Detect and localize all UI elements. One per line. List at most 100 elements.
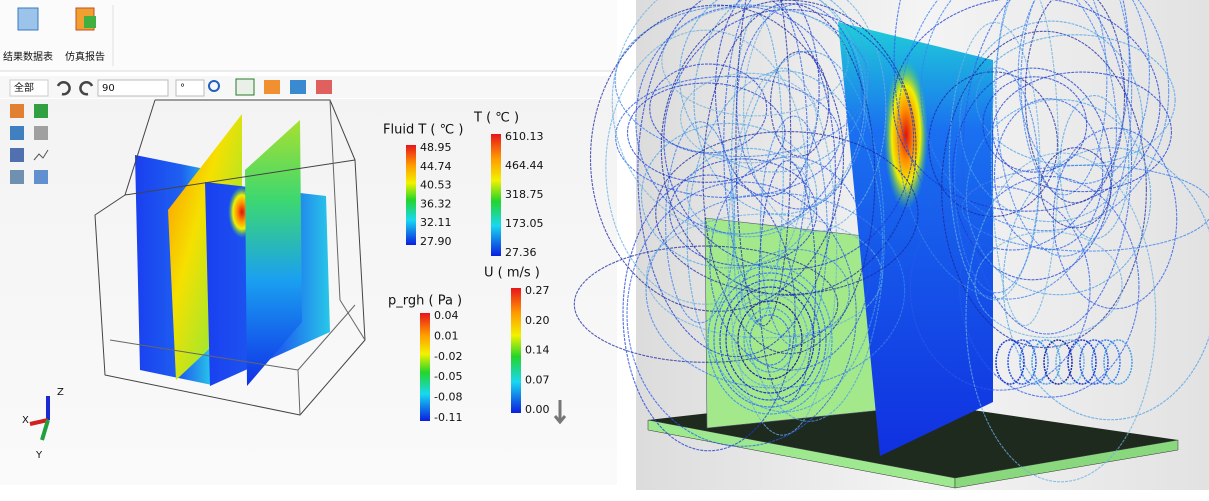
streamline: [1007, 339, 1037, 385]
view-select[interactable]: 全部: [9, 79, 49, 97]
legend-title: Fluid T ( ℃ ): [383, 123, 463, 138]
legend-tick: 0.00: [525, 403, 550, 416]
streamline: [962, 0, 1133, 335]
legend-tick: 40.53: [420, 179, 452, 192]
legend-tick: 0.27: [525, 284, 550, 297]
streamline: [982, 76, 1088, 173]
wireframe: [297, 304, 356, 371]
legend-tick: 44.74: [420, 160, 452, 173]
tool-icon[interactable]: [34, 104, 48, 118]
streamline: [645, 192, 906, 389]
streamline: [573, 245, 839, 363]
left-panel: 结果数据表 仿真报告 全部 90 °: [0, 0, 617, 485]
legend-tick: -0.02: [434, 350, 462, 363]
streamline: [615, 75, 841, 199]
right-panel: [573, 0, 1209, 490]
model: [94, 99, 366, 416]
streamline: [1091, 339, 1121, 385]
streamline: [740, 248, 850, 338]
streamline: [637, 0, 836, 358]
unit-select[interactable]: °: [175, 79, 205, 97]
streamline: [961, 164, 1209, 252]
undo-icon[interactable]: [56, 81, 71, 96]
streamline: [622, 174, 796, 452]
tool-icon[interactable]: [10, 126, 24, 140]
streamline: [731, 293, 809, 387]
streamline: [1017, 0, 1150, 185]
toolbar: [0, 76, 617, 98]
streamline: [959, 175, 1140, 398]
streamline: [1020, 0, 1108, 196]
icon: [17, 7, 39, 31]
export-icon[interactable]: [290, 80, 306, 94]
zoom-icon[interactable]: [208, 80, 220, 92]
streamline: [995, 0, 1133, 257]
streamline: [709, 156, 871, 371]
legend-tick: 27.36: [505, 246, 537, 259]
streamline: [735, 0, 792, 327]
legend-tick: -0.05: [434, 370, 462, 383]
streamline: [702, 3, 876, 355]
legend-tick: 32.11: [420, 216, 452, 229]
streamline: [663, 8, 915, 270]
ribbon-button[interactable]: 结果数据表: [3, 7, 53, 63]
streamline: [1079, 339, 1109, 385]
streamline: [719, 279, 821, 401]
streamline: [1031, 339, 1061, 385]
temperature-slice: [838, 22, 993, 456]
angle-input[interactable]: 90: [97, 79, 169, 97]
streamline: [713, 272, 827, 408]
streamline: [737, 300, 803, 380]
legend-tick: 0.07: [525, 373, 550, 386]
streamline: [974, 231, 1123, 339]
gravity-icon: [553, 400, 567, 425]
streamline: [1055, 339, 1085, 385]
ribbon-button[interactable]: 仿真报告: [65, 7, 105, 63]
legend-title: U ( m/s ): [484, 266, 540, 281]
tool-icon[interactable]: [10, 148, 24, 162]
streamline: [626, 181, 857, 447]
streamline: [759, 115, 828, 347]
legend-tick: -0.11: [434, 411, 462, 424]
settings-icon[interactable]: [316, 80, 332, 94]
select-box: [175, 79, 205, 97]
legend-tick: 0.01: [434, 329, 459, 342]
streamline: [614, 4, 870, 158]
streamline: [680, 72, 818, 164]
streamline: [730, 13, 784, 322]
streamline: [1067, 339, 1097, 385]
streamline: [655, 130, 919, 295]
tool-icon[interactable]: [10, 170, 24, 184]
streamline: [952, 67, 1113, 281]
slice: [245, 120, 302, 386]
icon: [84, 16, 96, 28]
tool-icon[interactable]: [33, 149, 49, 161]
color-bar: [511, 288, 521, 413]
tool-icon[interactable]: [10, 104, 24, 118]
tool-icon[interactable]: [34, 170, 48, 184]
streamlines: [573, 0, 1209, 483]
side-tools: [10, 104, 49, 184]
legend-tick: 0.14: [525, 344, 550, 357]
input-box: [97, 79, 169, 97]
floor-edge: [954, 439, 1179, 489]
axis-label: Y: [35, 450, 43, 461]
legend-tick: 318.75: [505, 188, 544, 201]
select-box: [9, 79, 49, 97]
legend-tick: 36.32: [420, 197, 452, 210]
streamline: [727, 67, 838, 436]
tool-icon[interactable]: [34, 126, 48, 140]
streamline: [1002, 147, 1209, 421]
axis-label: Z: [57, 387, 64, 398]
streamline: [686, 70, 884, 413]
streamline: [725, 286, 815, 394]
ribbon: [0, 0, 617, 70]
streamline: [707, 265, 833, 415]
streamline: [928, 71, 1059, 217]
export-icon[interactable]: [264, 80, 280, 94]
x-axis: [29, 418, 49, 426]
legend-tick: 0.04: [434, 309, 459, 322]
fit-icon[interactable]: [235, 78, 255, 96]
redo-icon[interactable]: [79, 81, 94, 96]
legend-tick: 48.95: [420, 141, 452, 154]
